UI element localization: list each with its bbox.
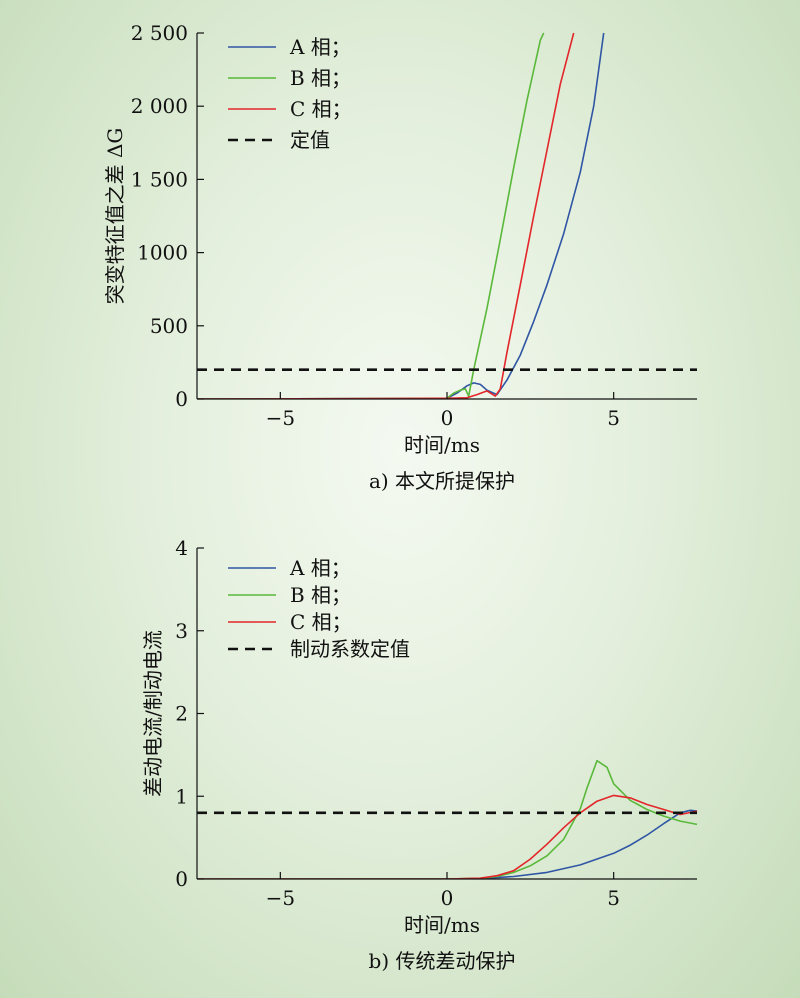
panel-a-series-group (197, 32, 697, 399)
panel-b-legend-label: B 相； (290, 583, 351, 607)
panel-b-y-tick-label: 0 (175, 867, 188, 891)
panel-a-y-tick-label: 0 (175, 387, 188, 411)
panel-a-y-axis-title: 突变特征值之差 ΔG (103, 128, 127, 305)
panel-b-series-group (197, 759, 698, 879)
panel-b-legend: A 相； B 相； C 相； 制动系数定值 (228, 556, 410, 661)
panel-b-legend-label: A 相； (289, 556, 351, 580)
panel-b-x-axis-title: 时间/ms (404, 913, 480, 937)
panel-a-y-tick-label: 2 000 (131, 94, 188, 118)
panel-b-y-tick-label: 3 (175, 619, 188, 643)
panel-b-y-tick-label: 2 (175, 702, 188, 726)
panel-a-legend-label: A 相； (289, 35, 351, 59)
panel-b-caption: b) 传统差动保护 (369, 949, 516, 973)
panel-a-x-axis-title: 时间/ms (404, 433, 480, 457)
panel-a-legend-label: 定值 (290, 128, 330, 152)
panel-a-legend-label: C 相； (290, 97, 352, 121)
panel-a-y-tick-label: 1 500 (131, 167, 188, 191)
panel-a-y-tick-label: 500 (150, 314, 188, 338)
panel-a-series-2-line (197, 32, 575, 399)
panel-b: −5 0 5 0 1 2 3 4 时间/ms 差动电流/制动电流 b) 传统差动保护 A 相； B 相；… (141, 536, 698, 973)
panel-b-series-1-line (197, 759, 698, 879)
panel-b-y-axis-title: 差动电流/制动电流 (141, 630, 165, 797)
panel-b-series-0-line (197, 809, 698, 879)
panel-a-y-tick-label: 2 500 (131, 21, 188, 45)
panel-a-x-tick-label: 0 (441, 406, 454, 430)
panel-a-y-tick-label: 1000 (137, 241, 188, 265)
panel-b-x-tick-label: 0 (441, 886, 454, 910)
panel-a-series-0-line (197, 32, 605, 399)
panel-a-x-tick-label: 5 (607, 406, 620, 430)
panel-b-y-tick-label: 4 (175, 536, 188, 560)
panel-b-series-2-line (197, 794, 698, 879)
panel-a: −5 0 5 0 500 1000 1 500 2 000 2 500 时间/ms 突变特征值之差 … (103, 21, 697, 493)
panel-b-legend-label: C 相； (290, 610, 352, 634)
panel-b-x-tick-label: 5 (607, 886, 620, 910)
panel-a-legend: A 相； B 相； C 相； 定值 (228, 35, 352, 152)
panel-a-x-tick-label: −5 (266, 406, 295, 430)
panel-b-x-tick-label: −5 (266, 886, 295, 910)
panel-b-legend-label: 制动系数定值 (290, 637, 410, 661)
panel-b-y-tick-label: 1 (175, 784, 188, 808)
panel-a-legend-label: B 相； (290, 66, 351, 90)
panel-a-caption: a) 本文所提保护 (369, 469, 515, 493)
panel-a-series-1-line (197, 32, 545, 399)
